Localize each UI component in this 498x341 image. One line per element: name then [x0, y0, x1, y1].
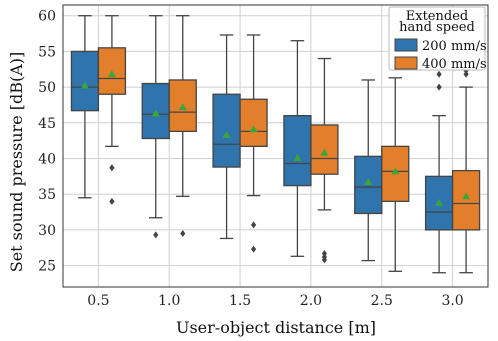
- x-tick-label: 1.0: [158, 293, 180, 309]
- legend-box: [388, 6, 486, 71]
- outlier-point: [109, 197, 115, 205]
- outlier-point: [436, 83, 442, 91]
- outlier-point: [250, 221, 257, 229]
- box-group: [354, 79, 383, 262]
- y-tick-label: 35: [38, 187, 56, 203]
- legend-swatch: [394, 38, 418, 52]
- legend-entry: 400 mm/s: [422, 57, 487, 72]
- outlier-point: [463, 70, 469, 78]
- y-tick-label: 55: [38, 44, 56, 60]
- y-tick-label: 60: [38, 9, 56, 25]
- x-tick-label: 2.0: [300, 293, 322, 309]
- y-axis-label: Set sound pressure [dB(A)]: [7, 52, 26, 273]
- y-tick-label: 45: [38, 116, 56, 132]
- box-group: [97, 15, 127, 205]
- box: [168, 79, 197, 133]
- box-series: [70, 15, 481, 274]
- box-group: [451, 67, 481, 274]
- mean-marker: [80, 81, 89, 89]
- y-tick-label: 50: [38, 80, 56, 96]
- box-group: [168, 15, 197, 237]
- axes: 25 30 35 40 45 50 55 60 0.5 1.0 1.5 2.0 2.5 3.0: [38, 4, 489, 309]
- outlier-point: [109, 164, 115, 172]
- mean-marker: [178, 103, 187, 111]
- box: [212, 93, 241, 168]
- x-tick-label: 0.5: [87, 293, 109, 309]
- x-tick-label: 1.5: [229, 293, 251, 309]
- outlier-point: [436, 70, 442, 78]
- box: [239, 98, 268, 148]
- mean-marker: [320, 148, 329, 156]
- mean-marker: [435, 198, 444, 206]
- outlier-point: [321, 256, 328, 264]
- outlier-point: [180, 229, 186, 237]
- y-tick-label: 40: [38, 151, 56, 167]
- y-tick-label: 25: [38, 259, 56, 275]
- mean-marker: [222, 130, 231, 138]
- box: [283, 115, 312, 187]
- box-group: [239, 34, 268, 253]
- box-group: [424, 70, 454, 274]
- box-group: [310, 57, 339, 264]
- plot-frame: [62, 4, 489, 288]
- mean-marker: [293, 153, 302, 161]
- mean-marker: [151, 109, 160, 117]
- mean-marker: [391, 167, 400, 175]
- mean-marker: [364, 178, 373, 186]
- legend-swatch: [394, 56, 418, 70]
- box-group: [283, 40, 312, 257]
- mean-marker: [107, 70, 116, 78]
- legend-title: Extended: [406, 9, 468, 24]
- box-group: [381, 77, 410, 272]
- outlier-point: [153, 231, 159, 239]
- x-tick-label: 2.5: [371, 293, 393, 309]
- legend-title: hand speed: [399, 20, 475, 35]
- x-axis-label: User-object distance [m]: [176, 318, 376, 337]
- x-tick-label: 3.0: [441, 293, 463, 309]
- legend-entry: 200 mm/s: [422, 39, 487, 54]
- outlier-point: [250, 245, 257, 253]
- box: [70, 50, 100, 112]
- y-tick-label: 30: [38, 223, 56, 239]
- mean-marker: [249, 125, 258, 133]
- box: [451, 169, 481, 231]
- box-group: [141, 15, 170, 239]
- mean-marker: [462, 192, 471, 200]
- outlier-point: [321, 249, 328, 257]
